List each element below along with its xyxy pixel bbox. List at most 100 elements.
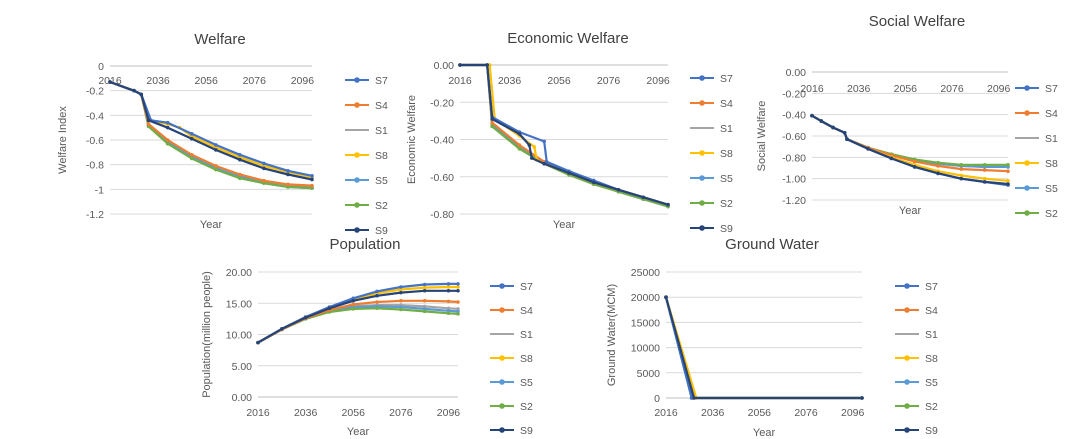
welfare-legend-label-s4: S4 <box>375 100 388 112</box>
social-legend-marker-s8 <box>1024 160 1030 166</box>
welfare-series-s9-point <box>310 177 314 182</box>
economic-xtick-label: 2016 <box>448 75 472 87</box>
population-legend-marker-s7 <box>499 283 505 289</box>
population-legend-label-s1: S1 <box>520 329 533 341</box>
groundwater-xaxis-label: Year <box>753 427 776 439</box>
economic-yaxis-label: Economic Welfare <box>406 95 418 184</box>
social-series-s4-point <box>959 167 964 171</box>
economic-series-s9-point <box>616 187 621 192</box>
social-series-s4-point <box>1006 169 1010 173</box>
population-xtick-label: 2036 <box>294 407 318 419</box>
population-xaxis-label: Year <box>347 426 370 438</box>
groundwater-legend-marker-s7 <box>904 283 910 289</box>
population-series-s4-point <box>456 300 460 304</box>
welfare-series-s7-point <box>310 173 314 178</box>
groundwater-ytick-label: 10000 <box>631 343 660 355</box>
social-series-s9-point <box>936 171 940 176</box>
population-series-s1-point <box>422 304 427 309</box>
social-series-s8-point <box>982 176 987 181</box>
welfare-series-s9-point <box>262 166 266 171</box>
welfare-series-s9-point <box>165 125 170 130</box>
population-series-s9-point <box>456 288 460 293</box>
population-legend-marker-s4 <box>499 307 505 313</box>
welfare-series-s7-point <box>262 161 266 166</box>
economic-series-s4-point <box>517 143 522 147</box>
groundwater-ytick-label: 25000 <box>631 267 660 279</box>
groundwater-series-s9-point <box>860 396 864 400</box>
welfare-series-s7-point <box>165 120 170 125</box>
population-series-s4-point <box>446 299 451 304</box>
social-legend-label-s8: S8 <box>1045 158 1058 170</box>
groundwater-series-s9-point <box>664 295 668 300</box>
population-yaxis-label: Population(million people) <box>201 271 213 398</box>
population-series-s7-point <box>351 296 356 301</box>
welfare-ytick-label: -1.2 <box>86 209 104 221</box>
economic-series-s4-point <box>490 120 494 125</box>
social-legend-label-s7: S7 <box>1045 83 1058 95</box>
welfare-ytick-label: -0.8 <box>86 160 104 172</box>
welfare-series-s2-point <box>214 167 218 172</box>
population-series-s9-line <box>257 289 458 344</box>
economic-legend-marker-s2 <box>699 200 705 206</box>
economic-series-s2-point <box>490 124 494 129</box>
population-legend-label-s5: S5 <box>520 377 533 389</box>
population-series-s5-point <box>456 309 460 314</box>
welfare-ytick-label: -0.2 <box>86 86 104 98</box>
welfare-yaxis-label: Welfare Index <box>57 106 69 174</box>
population-series-s4-point <box>351 302 356 307</box>
welfare-series-s9-point <box>214 148 218 152</box>
economic-legend-marker-s4 <box>699 100 705 106</box>
social-series-s8-line <box>811 114 1009 182</box>
population-legend-marker-s2 <box>499 403 505 409</box>
population-legend-label-s9: S9 <box>520 425 533 437</box>
economic-xtick-label: 2056 <box>547 75 571 87</box>
population-legend-label-s7: S7 <box>520 281 533 293</box>
welfare-legend-label-s9: S9 <box>375 225 388 237</box>
social-series-s9-point <box>866 147 870 151</box>
welfare-legend-label-s2: S2 <box>375 200 388 212</box>
social-series-s9-point <box>842 131 847 135</box>
economic-series-s9-point <box>542 161 546 166</box>
groundwater-legend-label-s8: S8 <box>925 353 938 365</box>
welfare-legend-marker-s4 <box>354 102 360 108</box>
social-series-s9-point <box>819 119 824 123</box>
social-ytick-label: -0.80 <box>782 152 806 164</box>
welfare-legend-label-s7: S7 <box>375 75 388 87</box>
social-series-s9-point <box>1006 182 1010 186</box>
population-ytick-label: 10.00 <box>226 330 252 342</box>
welfare-ytick-label: -1 <box>95 184 104 196</box>
social-series-s9-line <box>811 114 1009 186</box>
welfare-ytick-label: 0 <box>98 61 104 73</box>
economic-ytick-label: -0.60 <box>430 172 454 184</box>
social-series-s4-point <box>936 164 940 168</box>
population-series-s9-point <box>351 298 356 303</box>
social-series-s9-point <box>831 125 835 130</box>
groundwater-legend-marker-s5 <box>904 379 910 385</box>
population-series-s8-point <box>399 287 403 292</box>
social-xtick-label: 2096 <box>987 83 1011 95</box>
welfare-series-s9-point <box>238 157 242 162</box>
population-series-s9-point <box>375 293 379 298</box>
population-series-s7-point <box>399 285 403 289</box>
population-series-s2-point <box>456 312 460 316</box>
groundwater-series-s9-point <box>692 396 696 400</box>
welfare-legend-label-s1: S1 <box>375 125 388 137</box>
welfare-series-s2-point <box>189 156 194 161</box>
population-ytick-label: 20.00 <box>226 267 252 279</box>
population-series-s5-point <box>399 305 403 309</box>
economic-legend-label-s8: S8 <box>720 148 733 160</box>
population-series-s8-point <box>422 285 427 290</box>
groundwater-xtick-label: 2056 <box>748 407 772 419</box>
welfare-legend-marker-s9 <box>354 227 360 233</box>
social-legend-label-s2: S2 <box>1045 208 1058 220</box>
economic-legend-label-s1: S1 <box>720 123 733 135</box>
social-ytick-label: 0.00 <box>786 67 807 79</box>
welfare-legend-marker-s2 <box>354 202 360 208</box>
population-xtick-label: 2056 <box>342 407 366 419</box>
population-series-s7-point <box>422 282 427 287</box>
social-legend-marker-s4 <box>1024 110 1030 116</box>
economic-legend-label-s4: S4 <box>720 98 733 110</box>
population-series-s9-point <box>327 306 332 311</box>
economic-series-s8-point <box>487 63 492 67</box>
population-series-s7-point <box>375 289 379 294</box>
